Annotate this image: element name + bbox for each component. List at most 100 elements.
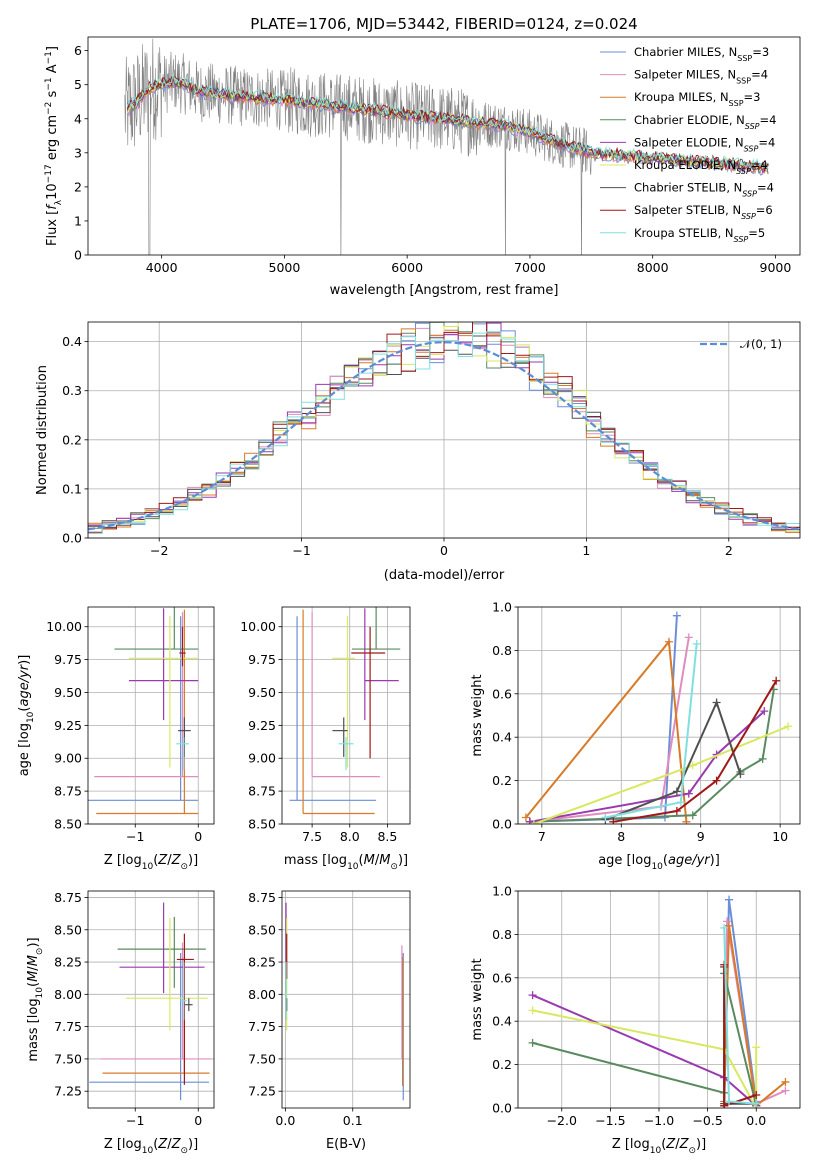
x-tick-label: 0.0 [275, 1113, 295, 1128]
x-tick-label: 9 [697, 829, 705, 844]
y-tick-label: 7.25 [248, 1084, 276, 1099]
mass-weight-vs-age-panel: 7 8 9 10 0.0 0.2 0.4 0.6 0.8 1.0 age [log10(age/yr… [470, 600, 801, 872]
x-tick-label: −2 [150, 543, 168, 558]
y-tick-label: 7.75 [54, 1019, 82, 1034]
y-tick-label: 0.8 [492, 643, 512, 658]
x-tick-label: 7.5 [302, 829, 322, 844]
model-line-kroupa_stelib [126, 74, 769, 170]
y-tick-label: 0.1 [62, 481, 82, 496]
legend-label: 𝒩(0, 1) [740, 337, 782, 351]
x-axis-label: E(B-V) [326, 1137, 366, 1152]
y-tick-label: 10.00 [240, 619, 276, 634]
weight-marker-kroupa_miles [682, 817, 691, 824]
weight-line-chabrier_stelib [605, 699, 742, 821]
y-tick-label: 9.75 [54, 652, 82, 667]
x-tick-label: 9000 [760, 260, 792, 275]
x-tick-label: 6000 [391, 260, 423, 275]
y-axis-label: Normed distribution [35, 365, 50, 495]
weight-marker-kroupa_stelib [720, 923, 729, 932]
weight-line-kroupa_miles [723, 925, 787, 1108]
errorbar-plot-area [289, 607, 401, 815]
histogram-plot-area [88, 322, 800, 534]
x-tick-label: −1 [292, 543, 310, 558]
y-tick-label: 9.50 [54, 685, 82, 700]
x-axis-label: Z [log10(Z/Z⊙)] [104, 1137, 198, 1156]
weight-marker-salpeter_stelib [772, 676, 781, 685]
y-tick-label: 9.25 [248, 718, 276, 733]
weight-line-salpeter_elodie [529, 710, 765, 823]
mass-vs-extinction-panel: 0.0 0.1 7.25 7.50 7.75 8.00 8.25 8.50 8.75 E(B-V) [248, 890, 411, 1152]
y-tick-label: 7.50 [54, 1051, 82, 1066]
weight-line-salpeter_stelib [613, 680, 778, 823]
x-tick-label: 7000 [514, 260, 546, 275]
x-tick-label: 0.0 [746, 1113, 766, 1128]
y-axis-label: Flux [fλ10−17 erg cm−2 s−1 A−1] [44, 46, 64, 246]
y-tick-label: 8.75 [54, 890, 82, 905]
x-tick-label: 0.1 [343, 1113, 363, 1128]
weight-marker-chabrier_elodie [688, 811, 697, 820]
x-tick-label: 0 [194, 1113, 202, 1128]
y-tick-label: 10.00 [46, 619, 82, 634]
y-tick-label: 0.6 [492, 970, 512, 985]
y-tick-label: 0.0 [492, 1101, 512, 1116]
x-tick-label: 1 [582, 543, 590, 558]
legend-label: Chabrier STELIB, NSSP=4 [634, 181, 774, 199]
y-tick-label: 0.2 [492, 1057, 512, 1072]
weight-marker-kroupa_stelib [601, 813, 610, 822]
y-axis-label: mass weight [470, 958, 485, 1040]
x-axis-label: age [log10(age/yr)] [598, 853, 720, 872]
weight-marker-kroupa_miles [664, 637, 673, 646]
legend-label: Kroupa ELODIE, NSSP=4 [634, 158, 768, 176]
y-tick-label: 4 [74, 111, 82, 126]
x-axis-label: Z [log10(Z/Z⊙)] [104, 853, 198, 872]
axes-frame [87, 606, 215, 825]
y-tick-label: 7.25 [54, 1084, 82, 1099]
weight-marker-kroupa_elodie [752, 1043, 761, 1052]
x-tick-label: −2.0 [547, 1113, 577, 1128]
y-tick-label: 0.2 [492, 773, 512, 788]
y-tick-label: 9.25 [54, 718, 82, 733]
weight-marker-salpeter_elodie [684, 789, 693, 798]
weight-marker-salpeter_elodie [528, 991, 537, 1000]
x-tick-label: −1.0 [644, 1113, 674, 1128]
x-axis-label: mass [log10(M/M⊙)] [284, 853, 408, 872]
legend-label: Chabrier ELODIE, NSSP=4 [634, 113, 776, 131]
y-tick-label: 8.50 [248, 817, 276, 832]
y-tick-label: 1 [74, 213, 82, 228]
x-tick-label: 8 [617, 829, 625, 844]
axes-frame [517, 890, 801, 1109]
weight-marker-salpeter_stelib [712, 776, 721, 785]
x-tick-label: −1 [126, 1113, 144, 1128]
y-tick-label: 0.0 [492, 817, 512, 832]
y-tick-label: 9.75 [248, 652, 276, 667]
y-tick-label: 8.75 [248, 890, 276, 905]
legend-label: Salpeter STELIB, NSSP=6 [634, 203, 773, 221]
model-line-chabrier_elodie [126, 75, 769, 174]
x-tick-label: 8.0 [340, 829, 360, 844]
y-tick-label: 8.25 [54, 955, 82, 970]
y-tick-label: 0.2 [62, 432, 82, 447]
y-tick-label: 0.3 [62, 383, 82, 398]
y-tick-label: 6 [74, 43, 82, 58]
y-tick-label: 8.00 [54, 987, 82, 1002]
weight-marker-chabrier_elodie [528, 1038, 537, 1047]
x-axis-label: wavelength [Angstrom, rest frame] [330, 283, 559, 298]
y-tick-label: 9.50 [248, 685, 276, 700]
y-tick-label: 7.50 [248, 1051, 276, 1066]
mass-vs-metallicity-panel: −1 0 7.25 7.50 7.75 8.00 8.25 8.50 8.75 Z [log10(… [26, 890, 215, 1156]
x-tick-label: 0 [194, 829, 202, 844]
x-tick-label: 7 [538, 829, 546, 844]
weight-marker-salpeter_miles [723, 917, 732, 926]
y-tick-label: 2 [74, 179, 82, 194]
weight-marker-kroupa_elodie [528, 1006, 537, 1015]
weight-marker-salpeter_elodie [760, 707, 769, 716]
weight-marker-chabrier_miles [725, 895, 734, 904]
x-axis-label: Z [log10(Z/Z⊙)] [612, 1137, 706, 1156]
errorbar-plot-area [285, 902, 404, 1101]
weight-marker-chabrier_stelib [712, 698, 721, 707]
y-tick-label: 8.50 [54, 922, 82, 937]
weight-line-chabrier_miles [529, 615, 678, 823]
weight-marker-salpeter_stelib [609, 817, 618, 824]
x-tick-label: 0 [440, 543, 448, 558]
legend-label: Salpeter MILES, NSSP=4 [634, 68, 768, 86]
